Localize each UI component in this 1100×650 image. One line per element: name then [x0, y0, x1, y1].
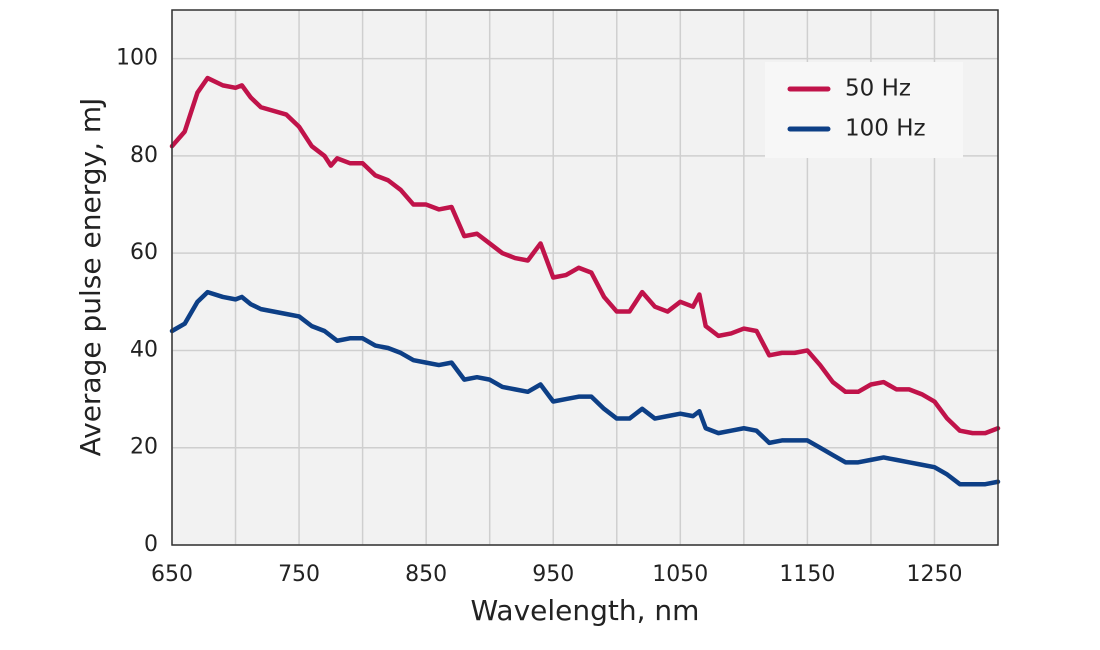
y-tick-label: 100	[116, 46, 158, 71]
x-tick-label: 1250	[906, 562, 962, 587]
x-tick-label: 850	[405, 562, 447, 587]
data-line	[169, 289, 1001, 487]
x-tick-label: 750	[278, 562, 320, 587]
x-axis-label: Wavelength, nm	[471, 594, 700, 627]
y-tick-label: 60	[130, 240, 158, 265]
legend-box	[765, 62, 963, 158]
y-tick-label: 80	[130, 143, 158, 168]
x-tick-label: 1050	[652, 562, 708, 587]
data-line	[169, 75, 1001, 436]
y-tick-label: 20	[130, 435, 158, 460]
y-tick-label: 0	[144, 532, 158, 557]
legend-label: 100 Hz	[845, 116, 926, 142]
x-tick-label: 650	[151, 562, 193, 587]
x-tick-label: 950	[532, 562, 574, 587]
x-tick-label: 1150	[779, 562, 835, 587]
y-axis-label: Average pulse energy, mJ	[74, 98, 107, 457]
legend-label: 50 Hz	[845, 76, 911, 102]
plot-frame	[171, 9, 999, 546]
y-tick-label: 40	[130, 337, 158, 362]
